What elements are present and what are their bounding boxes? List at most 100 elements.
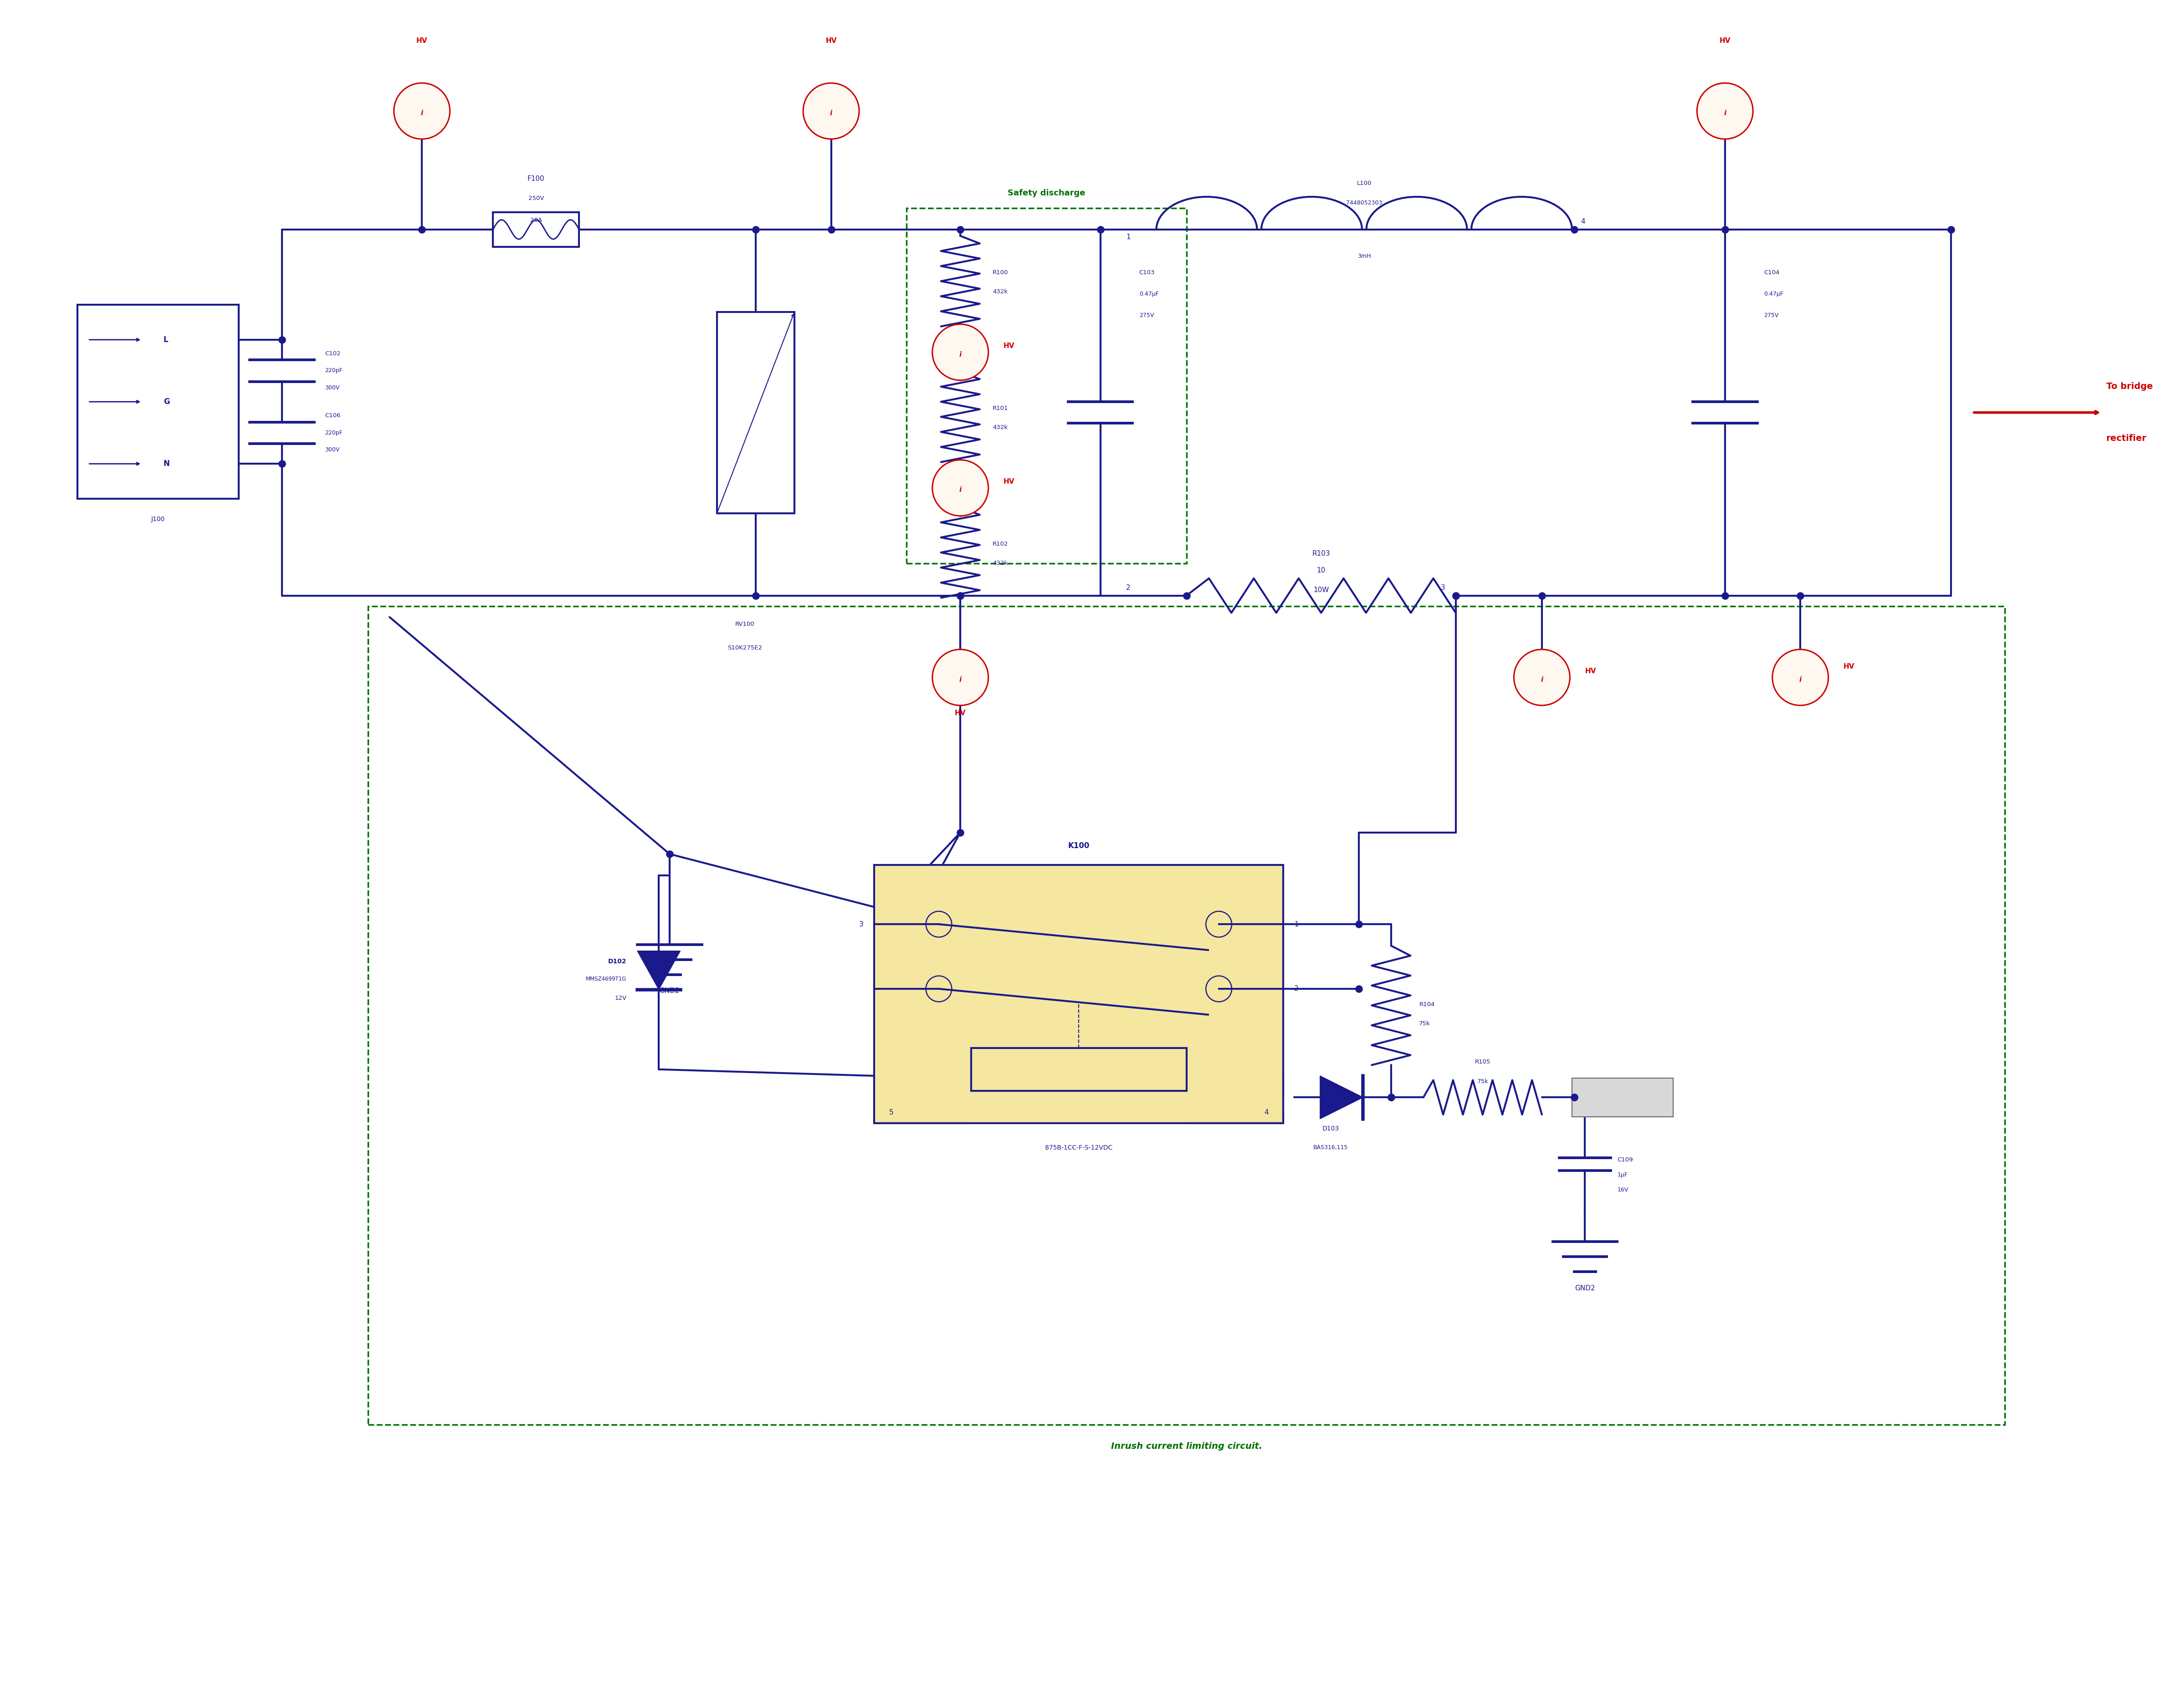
Circle shape bbox=[931, 459, 988, 516]
Text: i: i bbox=[959, 487, 962, 494]
Text: L100: L100 bbox=[1357, 181, 1372, 186]
Point bbox=[942, 215, 977, 243]
Bar bbox=[875, 864, 1284, 1124]
Point bbox=[1342, 975, 1377, 1003]
Text: HV: HV bbox=[1720, 38, 1731, 44]
Text: rectifier: rectifier bbox=[2107, 434, 2146, 442]
Text: 2: 2 bbox=[1126, 584, 1130, 591]
Text: R103: R103 bbox=[1312, 550, 1331, 557]
Text: i: i bbox=[1724, 109, 1727, 116]
Text: i: i bbox=[1800, 676, 1802, 683]
Circle shape bbox=[931, 325, 988, 381]
Bar bbox=[78, 304, 240, 499]
Text: 1: 1 bbox=[1126, 234, 1130, 241]
Point bbox=[942, 818, 977, 845]
Text: K100: K100 bbox=[1068, 842, 1089, 849]
Circle shape bbox=[393, 84, 449, 138]
Text: R100: R100 bbox=[992, 270, 1009, 275]
Bar bbox=[970, 1047, 1186, 1091]
Text: C109: C109 bbox=[1616, 1156, 1634, 1163]
Text: HV: HV bbox=[1003, 342, 1014, 348]
Point bbox=[1783, 582, 1817, 610]
Point bbox=[739, 215, 774, 243]
Point bbox=[1707, 215, 1742, 243]
Text: C102: C102 bbox=[324, 350, 341, 357]
Text: 10W: 10W bbox=[1314, 586, 1329, 593]
Text: C106: C106 bbox=[324, 413, 341, 418]
Text: J100: J100 bbox=[151, 516, 164, 523]
Text: 432k: 432k bbox=[992, 560, 1007, 567]
Text: 250V: 250V bbox=[527, 195, 545, 202]
Text: GND2: GND2 bbox=[659, 987, 681, 994]
Bar bbox=[367, 606, 2005, 1424]
Point bbox=[815, 215, 849, 243]
Point bbox=[1556, 1083, 1590, 1110]
Text: N: N bbox=[164, 459, 171, 468]
Text: 3: 3 bbox=[1441, 584, 1446, 591]
Text: 1: 1 bbox=[1294, 921, 1299, 927]
Text: 16V: 16V bbox=[1616, 1187, 1629, 1192]
Circle shape bbox=[931, 649, 988, 705]
Point bbox=[264, 326, 298, 354]
Text: HV: HV bbox=[1843, 663, 1854, 670]
Text: i: i bbox=[421, 109, 424, 116]
Point bbox=[1556, 215, 1590, 243]
Point bbox=[1707, 582, 1742, 610]
Text: GND2: GND2 bbox=[1575, 1284, 1595, 1291]
Text: G: G bbox=[164, 398, 171, 407]
Text: C103: C103 bbox=[1139, 270, 1154, 275]
Circle shape bbox=[804, 84, 860, 138]
Bar bbox=[493, 212, 579, 246]
Text: 3mH: 3mH bbox=[1357, 253, 1370, 260]
Text: R102: R102 bbox=[992, 541, 1009, 547]
Text: 432k: 432k bbox=[992, 425, 1007, 430]
Point bbox=[942, 582, 977, 610]
Text: 432k: 432k bbox=[992, 289, 1007, 295]
Point bbox=[1439, 582, 1474, 610]
Point bbox=[1342, 910, 1377, 938]
Text: 3: 3 bbox=[858, 921, 864, 927]
Text: HV: HV bbox=[417, 38, 428, 44]
Text: HV: HV bbox=[955, 711, 966, 717]
FancyBboxPatch shape bbox=[1571, 1078, 1673, 1117]
Text: MMSZ4699T1G: MMSZ4699T1G bbox=[586, 975, 627, 982]
Text: i: i bbox=[830, 109, 832, 116]
Text: F100: F100 bbox=[527, 176, 545, 183]
Text: 275V: 275V bbox=[1763, 313, 1779, 319]
Text: i: i bbox=[959, 350, 962, 357]
Text: 10: 10 bbox=[1316, 567, 1325, 574]
Text: i: i bbox=[1541, 676, 1543, 683]
Text: R105: R105 bbox=[1474, 1059, 1491, 1066]
Bar bbox=[905, 208, 1186, 564]
Text: C104: C104 bbox=[1763, 270, 1779, 275]
Point bbox=[1169, 582, 1204, 610]
Text: HV: HV bbox=[1584, 668, 1597, 675]
Text: 300V: 300V bbox=[324, 447, 339, 453]
Bar bbox=[717, 313, 795, 512]
Text: 4: 4 bbox=[1264, 1108, 1269, 1115]
Text: D102: D102 bbox=[607, 958, 627, 965]
Text: HV: HV bbox=[1003, 478, 1014, 485]
Point bbox=[264, 451, 298, 478]
Point bbox=[739, 582, 774, 610]
Text: 1μF: 1μF bbox=[1616, 1172, 1627, 1179]
Text: 875B-1CC-F-S-12VDC: 875B-1CC-F-S-12VDC bbox=[1046, 1144, 1113, 1151]
Text: L: L bbox=[164, 336, 169, 343]
Text: 5: 5 bbox=[888, 1108, 895, 1115]
Text: 75k: 75k bbox=[1420, 1021, 1431, 1027]
Polygon shape bbox=[637, 951, 681, 989]
Text: S10K275E2: S10K275E2 bbox=[728, 646, 763, 651]
Text: 0.47μF: 0.47μF bbox=[1139, 290, 1158, 297]
Point bbox=[1374, 1083, 1409, 1110]
Polygon shape bbox=[1320, 1076, 1364, 1119]
Point bbox=[1439, 582, 1474, 610]
Text: Safety discharge: Safety discharge bbox=[1007, 190, 1085, 196]
Text: 2: 2 bbox=[1294, 986, 1299, 992]
Text: R104: R104 bbox=[1420, 1001, 1435, 1008]
Text: HV: HV bbox=[826, 38, 836, 44]
Point bbox=[942, 582, 977, 610]
Text: 12V2: 12V2 bbox=[1612, 1093, 1632, 1100]
Text: 275V: 275V bbox=[1139, 313, 1154, 319]
Text: 7448052303: 7448052303 bbox=[1346, 200, 1383, 205]
Text: To bridge: To bridge bbox=[2107, 383, 2152, 391]
